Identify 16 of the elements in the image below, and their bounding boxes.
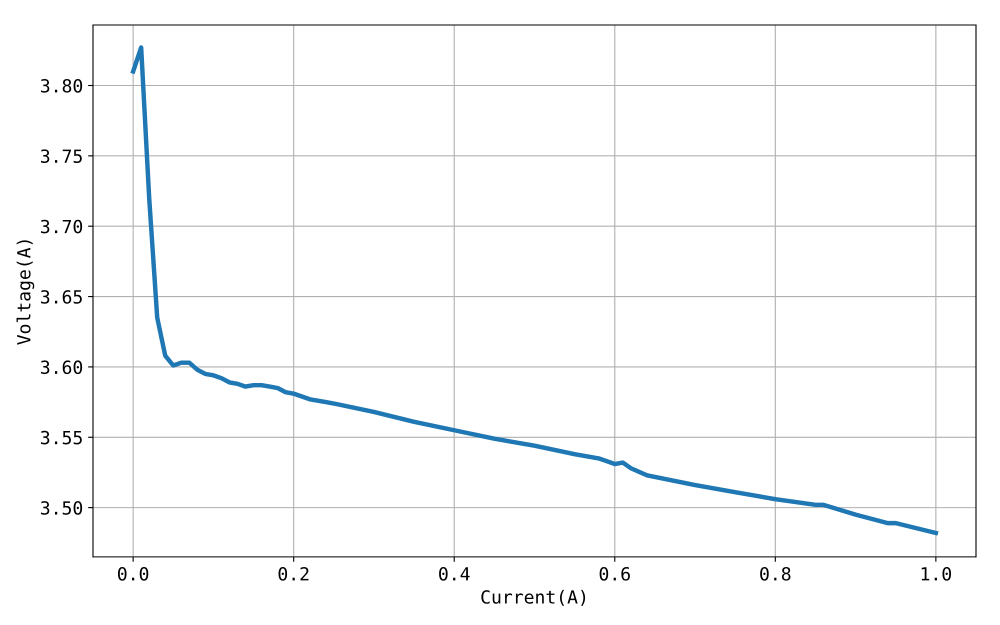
y-tick-label: 3.75 bbox=[41, 149, 82, 164]
y-tick-label: 3.65 bbox=[41, 290, 82, 304]
y-tick-label: 3.60 bbox=[41, 360, 82, 374]
y-axis-title: Voltage(A) bbox=[16, 240, 34, 345]
x-axis-title: Current(A) bbox=[481, 590, 586, 606]
y-tick-label: 3.70 bbox=[41, 220, 82, 234]
x-tick-label: 0.6 bbox=[600, 567, 630, 581]
x-tick-label: 0.2 bbox=[278, 567, 308, 581]
y-tick-label: 3.55 bbox=[41, 430, 82, 444]
x-tick-label: 0.0 bbox=[118, 567, 148, 581]
x-tick-label: 1.0 bbox=[922, 567, 951, 581]
y-tick-label: 3.80 bbox=[41, 79, 82, 93]
y-tick-label: 3.50 bbox=[41, 501, 82, 515]
x-tick-label: 0.8 bbox=[760, 567, 790, 581]
x-tick-label: 0.4 bbox=[439, 567, 470, 581]
line-series bbox=[130, 45, 938, 536]
